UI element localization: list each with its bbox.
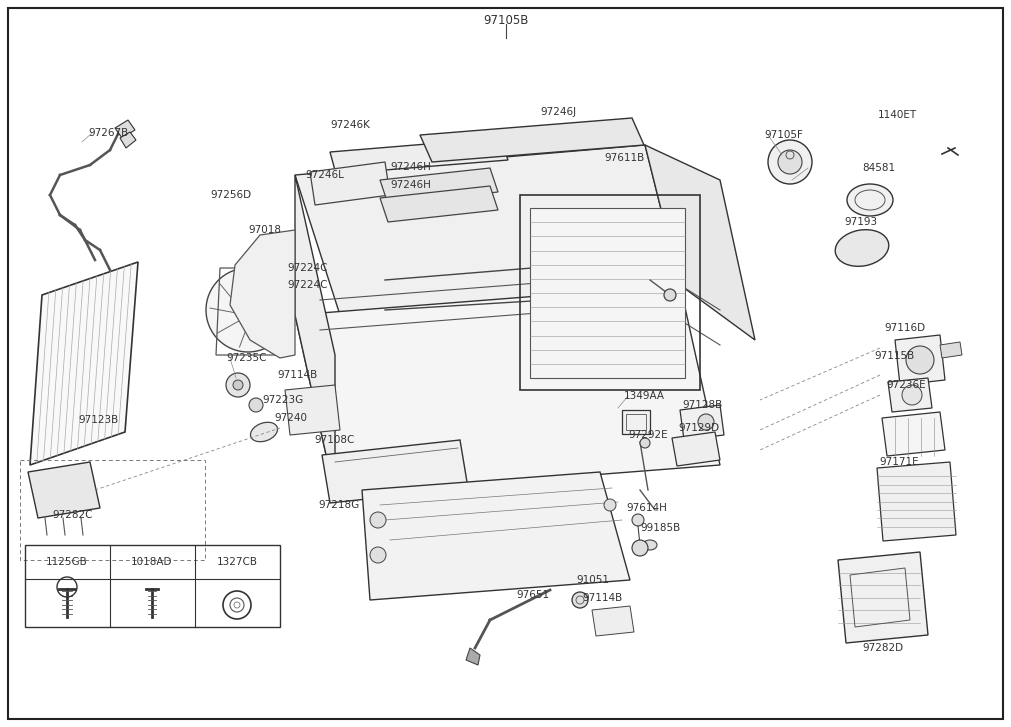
Circle shape bbox=[233, 380, 243, 390]
Text: 97246K: 97246K bbox=[330, 120, 370, 130]
Circle shape bbox=[640, 438, 650, 448]
Polygon shape bbox=[592, 606, 634, 636]
Text: 97105B: 97105B bbox=[483, 14, 528, 27]
Text: 1349AA: 1349AA bbox=[624, 391, 665, 401]
Bar bbox=[25, 545, 280, 627]
Polygon shape bbox=[420, 118, 644, 162]
Polygon shape bbox=[380, 168, 498, 204]
Polygon shape bbox=[285, 385, 340, 435]
Text: 97651: 97651 bbox=[516, 590, 549, 600]
Polygon shape bbox=[30, 262, 137, 465]
Polygon shape bbox=[877, 462, 956, 541]
Circle shape bbox=[226, 373, 250, 397]
Circle shape bbox=[698, 414, 714, 430]
Circle shape bbox=[370, 512, 386, 528]
Text: 97282D: 97282D bbox=[862, 643, 903, 653]
Circle shape bbox=[370, 547, 386, 563]
Ellipse shape bbox=[251, 422, 277, 442]
Text: 97171E: 97171E bbox=[879, 457, 919, 467]
Circle shape bbox=[632, 540, 648, 556]
Ellipse shape bbox=[847, 184, 893, 216]
Text: 97246H: 97246H bbox=[390, 162, 431, 172]
Text: 97108C: 97108C bbox=[314, 435, 355, 445]
Polygon shape bbox=[838, 552, 928, 643]
Text: 84581: 84581 bbox=[862, 163, 895, 173]
Circle shape bbox=[906, 346, 934, 374]
Text: 97236E: 97236E bbox=[886, 380, 926, 390]
Text: 99185B: 99185B bbox=[640, 523, 680, 533]
Polygon shape bbox=[466, 648, 480, 665]
Polygon shape bbox=[888, 378, 932, 412]
Circle shape bbox=[778, 150, 802, 174]
Polygon shape bbox=[295, 175, 335, 495]
Text: 1327CB: 1327CB bbox=[216, 557, 258, 567]
Text: 97224C: 97224C bbox=[287, 263, 328, 273]
Text: 97224C: 97224C bbox=[287, 280, 328, 290]
Text: 97282C: 97282C bbox=[52, 510, 92, 520]
Polygon shape bbox=[530, 208, 685, 378]
Text: 97114B: 97114B bbox=[277, 370, 317, 380]
Circle shape bbox=[768, 140, 812, 184]
Bar bbox=[622, 410, 650, 434]
Polygon shape bbox=[882, 412, 945, 456]
Text: 97256D: 97256D bbox=[210, 190, 251, 200]
Text: 1125GB: 1125GB bbox=[47, 557, 88, 567]
Circle shape bbox=[664, 289, 676, 301]
Text: 97114B: 97114B bbox=[582, 593, 622, 603]
Circle shape bbox=[240, 302, 256, 318]
Text: 97123B: 97123B bbox=[78, 415, 118, 425]
Circle shape bbox=[604, 499, 616, 511]
Bar bbox=[20, 460, 205, 560]
Text: 91051: 91051 bbox=[576, 575, 609, 585]
Text: 97116D: 97116D bbox=[884, 323, 925, 333]
Bar bbox=[626, 414, 646, 430]
Circle shape bbox=[902, 385, 922, 405]
Text: 97240: 97240 bbox=[274, 413, 307, 423]
Polygon shape bbox=[672, 432, 720, 466]
Bar bbox=[520, 195, 700, 390]
Text: 97614H: 97614H bbox=[626, 503, 667, 513]
Text: 97246L: 97246L bbox=[305, 170, 344, 180]
Circle shape bbox=[249, 398, 263, 412]
Polygon shape bbox=[115, 120, 135, 138]
Polygon shape bbox=[310, 162, 390, 205]
Circle shape bbox=[572, 592, 588, 608]
Polygon shape bbox=[120, 132, 136, 148]
Text: 97223G: 97223G bbox=[262, 395, 303, 405]
Circle shape bbox=[206, 268, 290, 352]
Polygon shape bbox=[295, 285, 720, 495]
Polygon shape bbox=[28, 462, 100, 518]
Text: 97115B: 97115B bbox=[874, 351, 914, 361]
Text: 97105F: 97105F bbox=[764, 130, 803, 140]
Text: 97246J: 97246J bbox=[540, 107, 576, 117]
Polygon shape bbox=[940, 342, 962, 358]
Text: 97246H: 97246H bbox=[390, 180, 431, 190]
Text: 97611B: 97611B bbox=[604, 153, 644, 163]
Text: 97129D: 97129D bbox=[678, 423, 719, 433]
Text: 97193: 97193 bbox=[844, 217, 878, 227]
Polygon shape bbox=[362, 472, 630, 600]
Polygon shape bbox=[645, 145, 755, 340]
Text: 97292E: 97292E bbox=[628, 430, 667, 440]
Polygon shape bbox=[330, 138, 508, 174]
Polygon shape bbox=[229, 230, 295, 358]
Text: 97128B: 97128B bbox=[682, 400, 722, 410]
Text: 97018: 97018 bbox=[248, 225, 281, 235]
Text: 97235C: 97235C bbox=[226, 353, 267, 363]
Circle shape bbox=[632, 514, 644, 526]
Polygon shape bbox=[321, 440, 468, 503]
Text: 97218G: 97218G bbox=[318, 500, 359, 510]
Polygon shape bbox=[680, 405, 724, 440]
Ellipse shape bbox=[643, 540, 657, 550]
Ellipse shape bbox=[835, 230, 889, 266]
Text: 97267B: 97267B bbox=[88, 128, 128, 138]
Polygon shape bbox=[380, 186, 498, 222]
Text: 1018AD: 1018AD bbox=[131, 557, 173, 567]
Text: 1140ET: 1140ET bbox=[878, 110, 917, 120]
Polygon shape bbox=[895, 335, 945, 385]
Polygon shape bbox=[295, 145, 680, 315]
